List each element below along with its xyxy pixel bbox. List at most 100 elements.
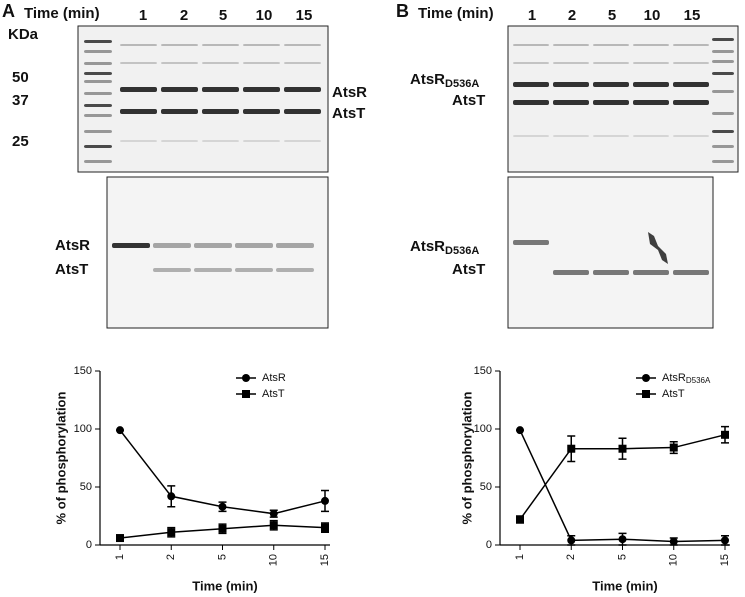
legend-label: AtsR xyxy=(262,372,286,384)
band xyxy=(633,82,669,87)
band xyxy=(513,240,549,245)
band xyxy=(284,87,321,92)
band xyxy=(284,44,321,46)
band-label: AtsR xyxy=(332,84,367,101)
band xyxy=(84,145,112,148)
band xyxy=(161,140,198,142)
mw-unit: KDa xyxy=(8,26,39,43)
band xyxy=(553,100,589,105)
time-label: Time (min) xyxy=(418,5,494,22)
band xyxy=(153,243,191,248)
band xyxy=(593,270,629,275)
point xyxy=(618,444,627,453)
band xyxy=(593,82,629,87)
band xyxy=(243,109,280,114)
band xyxy=(243,62,280,64)
band xyxy=(593,62,629,64)
band xyxy=(553,62,589,64)
autorad-b xyxy=(507,176,714,329)
band xyxy=(235,268,273,272)
band xyxy=(553,44,589,46)
band xyxy=(633,270,669,275)
lane-label: 10 xyxy=(256,7,273,24)
band xyxy=(202,87,239,92)
legend-marker xyxy=(642,390,650,398)
x-tick-label: 5 xyxy=(616,554,628,560)
band xyxy=(284,109,321,114)
y-axis-label: % of phosphorylation xyxy=(53,392,68,525)
band xyxy=(712,145,734,148)
x-tick-label: 10 xyxy=(268,554,280,566)
band xyxy=(553,82,589,87)
band xyxy=(202,140,239,142)
panel-label: A xyxy=(2,1,15,21)
legend-name: AtsT xyxy=(662,388,685,400)
band xyxy=(84,40,112,43)
band xyxy=(712,112,734,115)
lane-label: 5 xyxy=(608,7,616,24)
band xyxy=(673,44,709,46)
legend-marker xyxy=(642,374,650,382)
legend-subscript: D536A xyxy=(686,376,711,385)
band xyxy=(202,109,239,114)
band xyxy=(84,160,112,163)
band xyxy=(513,135,549,137)
band xyxy=(120,140,157,142)
band xyxy=(243,87,280,92)
y-tick-label: 150 xyxy=(474,365,492,377)
band-label: AtsRD536A xyxy=(410,71,479,90)
point xyxy=(167,528,176,537)
band xyxy=(712,72,734,75)
point xyxy=(321,496,329,505)
band xyxy=(513,100,549,105)
mw-marker: 37 xyxy=(12,92,29,109)
band-label: AtsR xyxy=(55,237,90,254)
y-tick-label: 50 xyxy=(480,481,492,493)
mw-marker: 25 xyxy=(12,133,29,150)
band xyxy=(513,82,549,87)
band xyxy=(161,44,198,46)
band xyxy=(712,38,734,41)
band xyxy=(84,92,112,95)
point xyxy=(167,492,176,501)
band xyxy=(284,62,321,64)
lane-label: 5 xyxy=(219,7,227,24)
y-tick-label: 0 xyxy=(486,539,492,551)
point xyxy=(321,523,329,532)
band xyxy=(513,44,549,46)
lane-label: 2 xyxy=(568,7,576,24)
band xyxy=(153,268,191,272)
band xyxy=(202,44,239,46)
band xyxy=(712,130,734,133)
band xyxy=(194,243,232,248)
legend-name: AtsT xyxy=(262,388,285,400)
band xyxy=(673,135,709,137)
lane-label: 2 xyxy=(180,7,188,24)
lane-label: 15 xyxy=(296,7,313,24)
lane-label: 1 xyxy=(139,7,147,24)
lane-label: 1 xyxy=(528,7,536,24)
point xyxy=(567,536,576,545)
band xyxy=(120,87,157,92)
band xyxy=(712,90,734,93)
band xyxy=(712,160,734,163)
band xyxy=(673,270,709,275)
band xyxy=(161,109,198,114)
point xyxy=(721,536,729,545)
artifact xyxy=(648,232,668,264)
legend-label: AtsT xyxy=(262,388,285,400)
time-label: Time (min) xyxy=(24,5,100,22)
panel-label: B xyxy=(396,1,409,21)
autorad-a xyxy=(106,176,329,329)
band xyxy=(593,135,629,137)
point xyxy=(218,524,227,533)
x-tick-label: 5 xyxy=(216,554,228,560)
point xyxy=(721,430,729,439)
lane-label: 15 xyxy=(684,7,701,24)
x-tick-label: 2 xyxy=(565,554,577,560)
band xyxy=(673,62,709,64)
band xyxy=(712,60,734,63)
band-label: AtsRD536A xyxy=(410,238,479,257)
x-tick-label: 2 xyxy=(165,554,177,560)
